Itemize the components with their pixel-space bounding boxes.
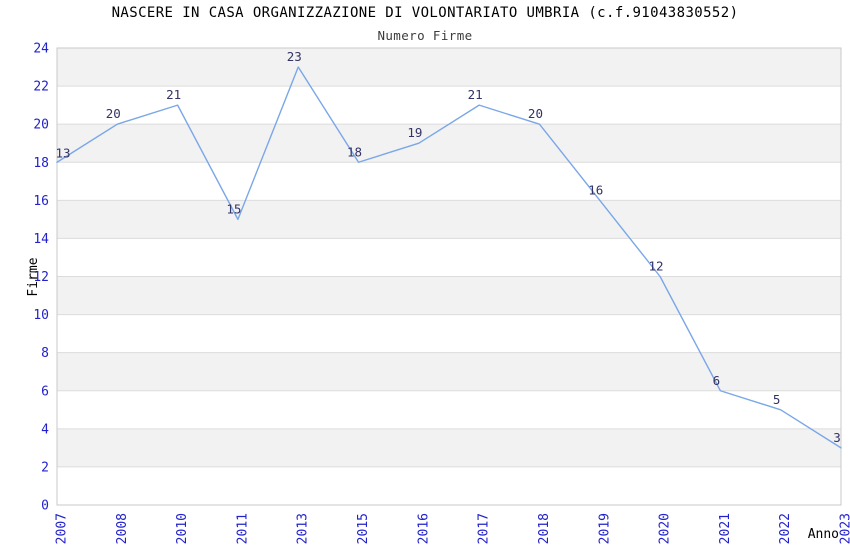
plot-border (56, 47, 842, 506)
x-axis-label: Anno (807, 527, 839, 542)
x-tick-label: 2023 (839, 513, 850, 544)
plot-band (57, 352, 841, 391)
x-tick-label: 2022 (778, 513, 793, 544)
data-point-label: 3 (833, 430, 841, 445)
y-tick-label: 6 (41, 384, 49, 399)
data-point-label: 16 (588, 182, 603, 197)
plot-band (57, 428, 841, 467)
x-tick-label: 2019 (597, 513, 612, 544)
data-point-label: 18 (347, 144, 362, 159)
plot-band (57, 124, 841, 163)
data-point-label: 13 (55, 145, 70, 160)
data-point-label: 12 (649, 259, 664, 274)
plot-band (57, 200, 841, 239)
y-tick-label: 22 (33, 80, 49, 95)
y-tick-label: 20 (33, 118, 49, 133)
y-tick-label: 16 (33, 194, 49, 209)
data-point-label: 20 (106, 106, 121, 121)
data-line (56, 66, 842, 449)
x-tick-label: 2008 (115, 513, 130, 544)
data-point-label: 5 (773, 392, 781, 407)
x-tick-label: 2013 (296, 513, 311, 544)
x-tick-label: 2007 (55, 513, 70, 544)
data-point-label: 21 (166, 87, 181, 102)
x-tick-label: 2011 (235, 513, 250, 544)
y-tick-label: 12 (33, 270, 49, 285)
data-point-label: 23 (287, 49, 302, 64)
chart-subtitle: Numero Firme (377, 28, 473, 43)
y-tick-label: 14 (33, 232, 49, 247)
plot-band (57, 276, 841, 315)
data-point-label: 20 (528, 106, 543, 121)
chart-title: NASCERE IN CASA ORGANIZZAZIONE DI VOLONT… (111, 5, 739, 21)
data-point-label: 6 (713, 373, 721, 388)
data-point-label: 21 (468, 87, 483, 102)
y-tick-label: 24 (33, 42, 49, 57)
y-axis-label: Firme (26, 257, 41, 297)
y-tick-label: 10 (33, 308, 49, 323)
y-tick-label: 18 (33, 156, 49, 171)
x-tick-label: 2016 (416, 513, 431, 544)
y-tick-label: 0 (41, 499, 49, 514)
x-tick-label: 2018 (537, 513, 552, 544)
y-tick-label: 8 (41, 346, 49, 361)
y-tick-label: 2 (41, 460, 49, 475)
x-tick-label: 2015 (356, 513, 371, 544)
data-point-label: 15 (226, 201, 241, 216)
x-tick-label: 2021 (718, 513, 733, 544)
x-tick-label: 2010 (175, 513, 190, 544)
y-tick-label: 4 (41, 422, 49, 437)
x-tick-label: 2017 (477, 513, 492, 544)
x-tick-label: 2020 (658, 513, 673, 544)
plot-band (57, 48, 841, 87)
data-point-label: 19 (407, 125, 422, 140)
